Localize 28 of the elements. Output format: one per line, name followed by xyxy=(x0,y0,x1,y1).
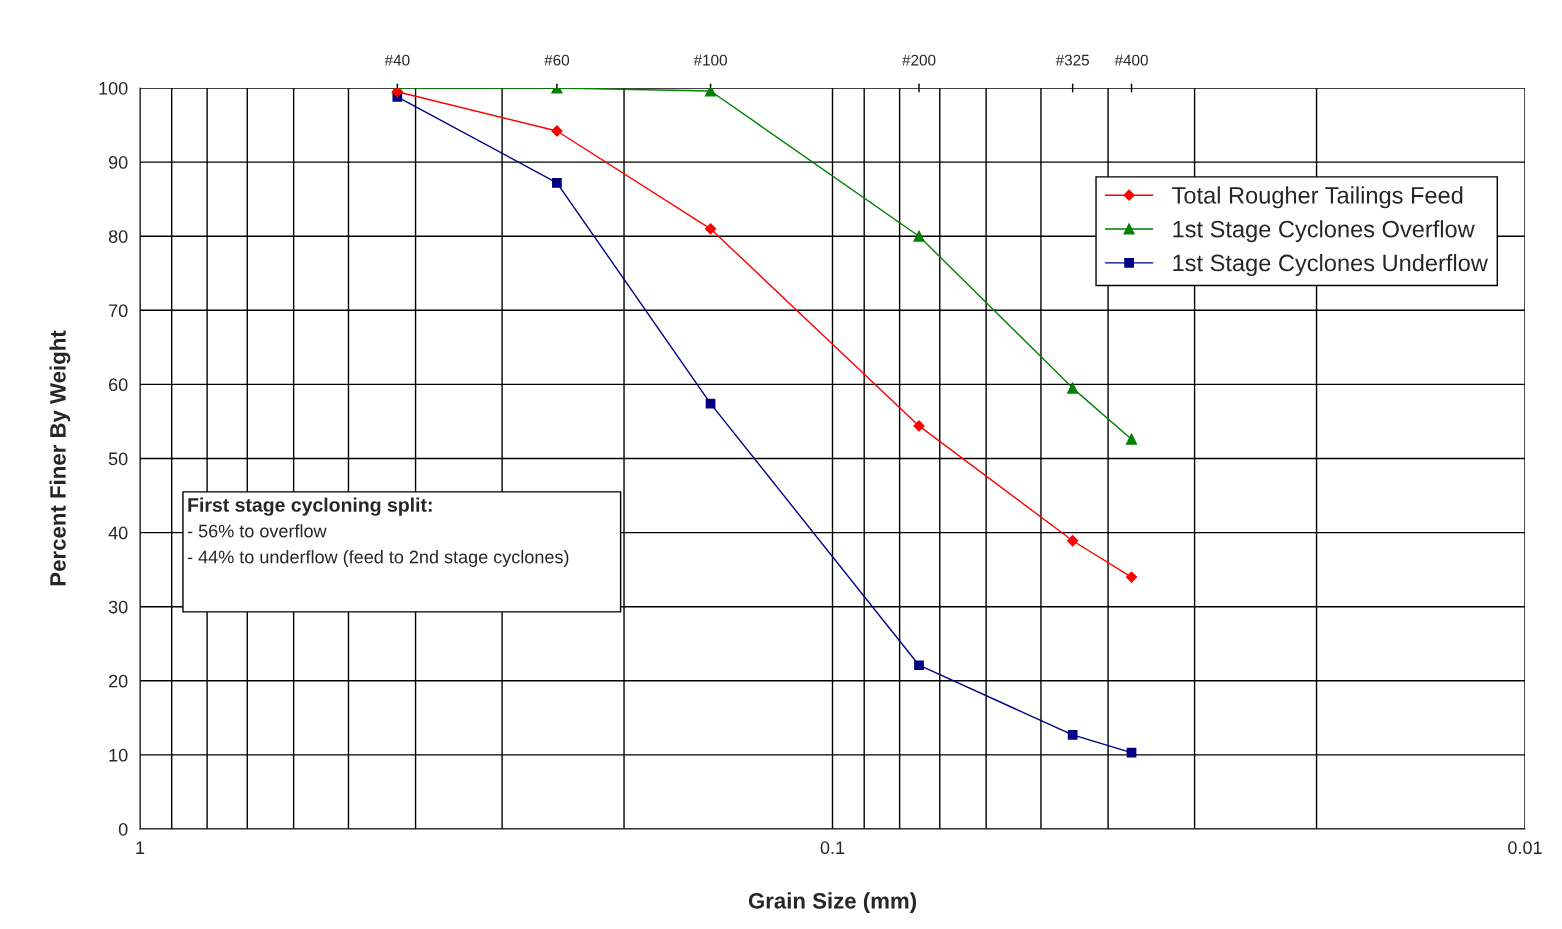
x-tick-label: 0.01 xyxy=(1508,841,1542,855)
legend-label: Total Rougher Tailings Feed xyxy=(1172,186,1463,209)
y-tick-label: 80 xyxy=(108,230,128,243)
y-tick-label: 70 xyxy=(109,304,128,318)
y-tick-label: 10 xyxy=(109,748,128,762)
y-tick-label: 0 xyxy=(118,822,128,836)
y-axis-title: Percent Finer By Weight xyxy=(49,330,71,586)
text: #325 xyxy=(1055,54,1090,66)
y-tick-label: 50 xyxy=(108,452,128,466)
y-tick-label: 40 xyxy=(108,526,128,540)
text: #60 xyxy=(544,54,570,66)
x-tick-label: 0.1 xyxy=(820,841,845,855)
x-tick-label: 1 xyxy=(136,841,145,854)
legend-label: 1st Stage Cyclones Underflow xyxy=(1173,254,1488,277)
text: #100 xyxy=(693,54,727,66)
y-tick-label: 20 xyxy=(109,674,128,688)
x-axis-title: Grain Size (mm) xyxy=(748,892,916,914)
y-tick-label: 60 xyxy=(109,378,128,392)
text: #200 xyxy=(902,54,936,66)
annotation: First stage cycloning split: xyxy=(188,497,432,516)
y-tick-label: 30 xyxy=(108,600,128,614)
y-tick-label: 100 xyxy=(99,81,128,95)
text: #400 xyxy=(1114,54,1148,66)
legend-label: 1st Stage Cyclones Overflow xyxy=(1173,220,1475,243)
y-tick-label: 90 xyxy=(108,156,128,169)
text: #40 xyxy=(384,54,410,66)
annotation: - 44% to underflow (feed to 2nd stage cyclones) xyxy=(187,550,569,567)
annotation: - 56% to overflow xyxy=(187,524,327,538)
